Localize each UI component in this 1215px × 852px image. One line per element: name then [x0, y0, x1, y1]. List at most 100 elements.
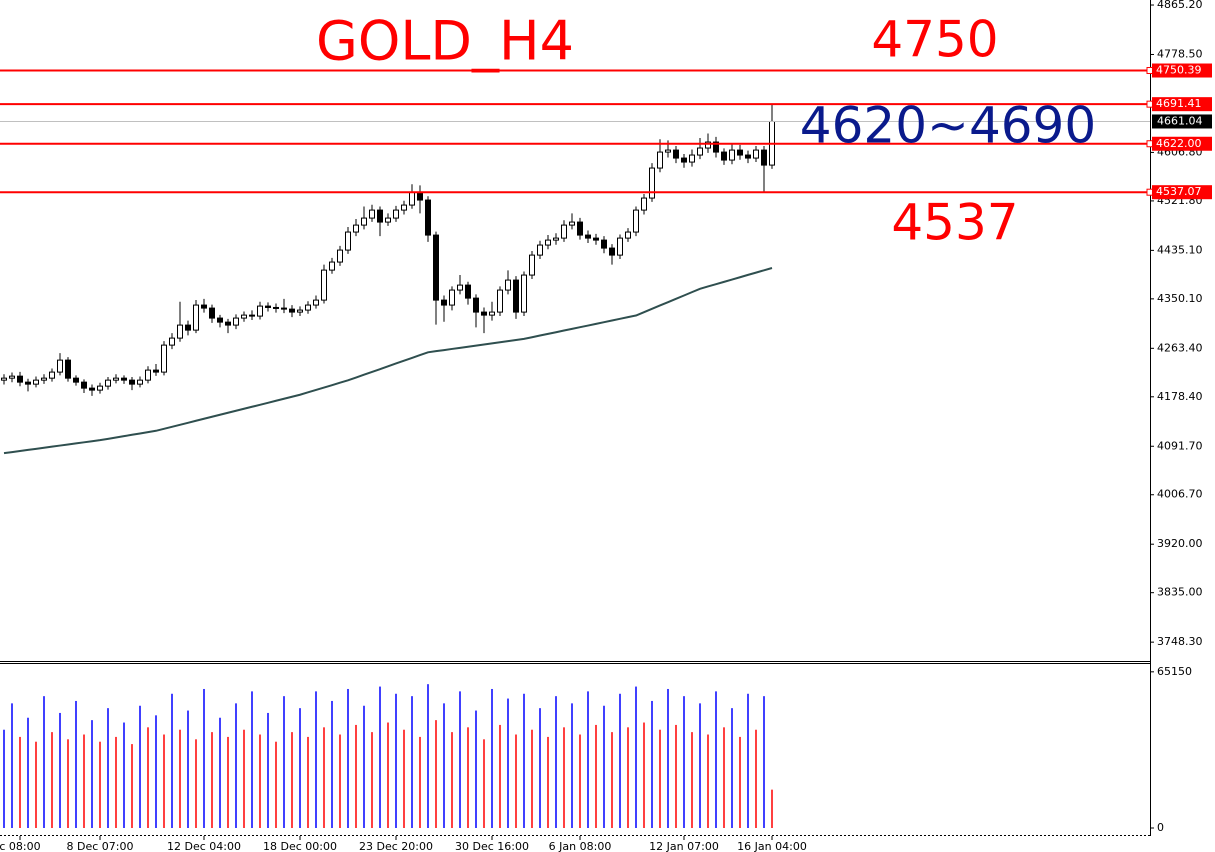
- candle-body: [481, 311, 487, 316]
- volume-bar: [107, 708, 109, 828]
- candle-body: [489, 311, 495, 316]
- current-price-tag: [1152, 114, 1212, 129]
- y-tick-label: 3835.00: [1157, 586, 1203, 599]
- candle-body: [281, 307, 287, 310]
- volume-bar: [251, 691, 253, 828]
- volume-bar: [35, 741, 37, 828]
- candle-body: [201, 304, 207, 309]
- candle-body: [729, 149, 735, 161]
- x-tick-label: 30 Dec 16:00: [455, 840, 529, 852]
- candle-body: [545, 239, 551, 246]
- level-label: 4537.07: [1156, 185, 1202, 198]
- level-tag: [1152, 185, 1212, 200]
- candle-body: [25, 381, 31, 385]
- candle-body: [49, 371, 55, 379]
- volume-bar: [227, 736, 229, 828]
- volume-bar: [699, 703, 701, 828]
- candle-body: [361, 217, 367, 226]
- y-tick-label: 4178.40: [1157, 390, 1203, 403]
- volume-bar: [131, 744, 133, 828]
- volume-bar: [499, 724, 501, 828]
- volume-bar: [643, 722, 645, 828]
- candle-body: [265, 305, 271, 308]
- volume-bar: [595, 724, 597, 828]
- volume-bar: [531, 729, 533, 828]
- volume-bar: [435, 720, 437, 828]
- candle-body: [417, 191, 423, 201]
- candle-body: [169, 337, 175, 346]
- volume-bar: [659, 729, 661, 828]
- candle-body: [41, 377, 47, 381]
- candle-body: [409, 191, 415, 206]
- candle-body: [617, 237, 623, 256]
- candle-body: [33, 379, 39, 385]
- candle-body: [289, 308, 295, 313]
- volume-bar: [491, 688, 493, 828]
- volume-bar: [547, 736, 549, 828]
- candle-body: [9, 375, 15, 379]
- annotation: 4750: [871, 11, 998, 69]
- volume-bar: [731, 708, 733, 828]
- volume-bar: [651, 700, 653, 828]
- volume-bar: [619, 693, 621, 828]
- volume-bar: [635, 686, 637, 828]
- candle-body: [761, 149, 767, 166]
- candle-body: [145, 369, 151, 381]
- volume-bar: [755, 729, 757, 828]
- volume-bar: [315, 691, 317, 828]
- candle-body: [97, 385, 103, 391]
- volume-bar: [115, 736, 117, 828]
- candle-body: [689, 154, 695, 163]
- volume-bar: [339, 734, 341, 828]
- candle-body: [609, 247, 615, 256]
- volume-bar: [611, 732, 613, 828]
- volume-bar: [171, 693, 173, 828]
- y-tick-label: 4435.10: [1157, 243, 1203, 256]
- candle-body: [433, 234, 439, 301]
- candle-body: [385, 217, 391, 223]
- volume-bar: [515, 734, 517, 828]
- volume-bar: [331, 700, 333, 828]
- candle-body: [537, 244, 543, 256]
- volume-bar: [467, 727, 469, 828]
- volume-bar: [235, 703, 237, 828]
- candle-body: [81, 381, 87, 389]
- volume-bar: [3, 729, 5, 828]
- candle-body: [257, 305, 263, 317]
- candle-body: [193, 304, 199, 331]
- volume-bar: [59, 712, 61, 828]
- volume-bar: [99, 741, 101, 828]
- candle-body: [745, 154, 751, 159]
- volume-bar: [371, 732, 373, 828]
- volume-bar: [219, 717, 221, 828]
- candle-body: [457, 284, 463, 291]
- volume-tick-label: 0: [1157, 821, 1164, 834]
- volume-bar: [603, 705, 605, 828]
- y-tick-label: 4865.20: [1157, 0, 1203, 11]
- volume-bar: [379, 686, 381, 828]
- volume-bar: [411, 696, 413, 828]
- candle-body: [625, 231, 631, 239]
- candle-body: [697, 147, 703, 156]
- volume-bar: [163, 734, 165, 828]
- candle-body: [305, 304, 311, 311]
- candle-body: [553, 237, 559, 241]
- x-tick-label: 12 Jan 07:00: [649, 840, 719, 852]
- candle-body: [241, 314, 247, 319]
- volume-bar: [395, 693, 397, 828]
- volume-bar: [563, 727, 565, 828]
- volume-bar: [195, 739, 197, 828]
- candle-body: [577, 221, 583, 236]
- level-label: 4622.00: [1156, 137, 1202, 150]
- candle-body: [649, 167, 655, 199]
- candle-body: [249, 314, 255, 317]
- candle-body: [441, 299, 447, 306]
- candle-body: [153, 369, 159, 373]
- candle-body: [681, 157, 687, 163]
- candle-body: [561, 224, 567, 239]
- candle-body: [673, 149, 679, 159]
- volume-bar: [707, 734, 709, 828]
- x-tick-label: 12 Dec 04:00: [167, 840, 241, 852]
- candle-body: [425, 199, 431, 236]
